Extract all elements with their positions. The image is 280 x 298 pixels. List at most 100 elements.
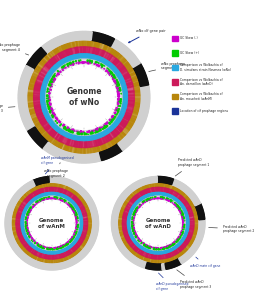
Wedge shape [129,230,132,232]
Wedge shape [64,251,67,256]
Wedge shape [127,54,135,60]
Wedge shape [129,248,133,252]
Wedge shape [148,198,150,200]
Wedge shape [41,59,46,64]
Wedge shape [19,108,28,111]
Wedge shape [71,131,72,133]
Wedge shape [50,187,51,193]
Wedge shape [86,244,92,248]
Wedge shape [27,197,31,201]
Wedge shape [114,208,120,211]
Wedge shape [92,140,94,147]
Wedge shape [163,254,164,259]
Wedge shape [78,247,83,251]
Wedge shape [57,193,58,197]
Wedge shape [120,208,125,211]
Wedge shape [30,209,32,211]
Wedge shape [135,259,139,264]
Wedge shape [21,187,26,192]
Wedge shape [149,253,151,258]
Wedge shape [75,219,77,220]
Wedge shape [12,214,17,216]
Wedge shape [62,151,66,160]
Wedge shape [25,207,29,209]
Wedge shape [86,135,88,141]
Wedge shape [117,102,119,103]
Wedge shape [91,211,97,213]
Wedge shape [68,199,71,202]
Wedge shape [32,239,33,240]
Wedge shape [38,63,44,68]
Wedge shape [112,227,118,229]
Wedge shape [70,131,71,132]
Wedge shape [113,80,116,82]
Wedge shape [127,122,134,127]
Wedge shape [34,100,41,101]
Wedge shape [144,200,145,201]
Wedge shape [72,196,76,200]
Wedge shape [158,259,159,264]
Wedge shape [176,260,180,265]
Wedge shape [63,262,65,268]
Wedge shape [61,252,64,257]
Wedge shape [125,252,130,257]
Wedge shape [49,146,54,153]
Wedge shape [51,58,56,64]
Wedge shape [136,209,138,211]
Wedge shape [115,239,121,242]
Wedge shape [85,196,91,201]
Wedge shape [34,191,38,196]
Wedge shape [74,140,76,147]
Wedge shape [130,211,134,213]
Wedge shape [71,206,72,207]
Wedge shape [113,210,119,212]
Wedge shape [92,217,98,219]
Wedge shape [156,249,157,250]
Wedge shape [68,193,71,197]
Wedge shape [161,176,162,182]
Wedge shape [31,248,34,253]
Wedge shape [154,198,155,200]
Wedge shape [134,103,141,105]
Wedge shape [130,130,138,136]
Wedge shape [41,103,47,105]
Wedge shape [57,177,59,183]
Wedge shape [197,236,203,239]
Wedge shape [62,52,66,58]
Wedge shape [97,138,101,145]
Wedge shape [193,229,199,231]
Wedge shape [148,263,150,269]
Wedge shape [46,254,48,259]
Wedge shape [29,189,32,194]
Wedge shape [132,112,139,115]
Wedge shape [67,192,70,197]
Wedge shape [131,250,135,254]
Wedge shape [70,188,73,193]
Wedge shape [48,145,53,153]
Wedge shape [80,130,81,133]
Wedge shape [194,221,199,222]
Wedge shape [176,194,179,198]
Wedge shape [71,247,74,252]
Wedge shape [162,254,164,259]
Wedge shape [34,94,41,95]
Wedge shape [133,258,137,263]
Wedge shape [111,123,116,128]
Wedge shape [174,245,176,249]
Wedge shape [117,115,122,119]
Wedge shape [161,193,162,197]
Wedge shape [74,215,76,216]
Wedge shape [136,208,137,209]
Wedge shape [58,188,59,193]
Wedge shape [82,219,88,221]
Wedge shape [39,128,45,134]
Wedge shape [48,193,50,196]
Wedge shape [73,251,77,256]
Wedge shape [137,201,140,204]
Wedge shape [55,193,56,197]
Wedge shape [146,189,149,194]
Wedge shape [92,215,98,217]
Wedge shape [89,135,90,140]
Wedge shape [34,90,41,92]
Wedge shape [143,201,144,202]
